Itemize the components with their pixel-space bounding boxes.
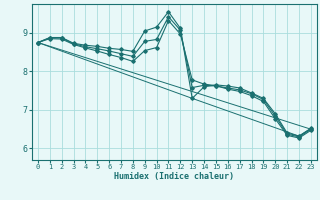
X-axis label: Humidex (Indice chaleur): Humidex (Indice chaleur) xyxy=(115,172,234,181)
